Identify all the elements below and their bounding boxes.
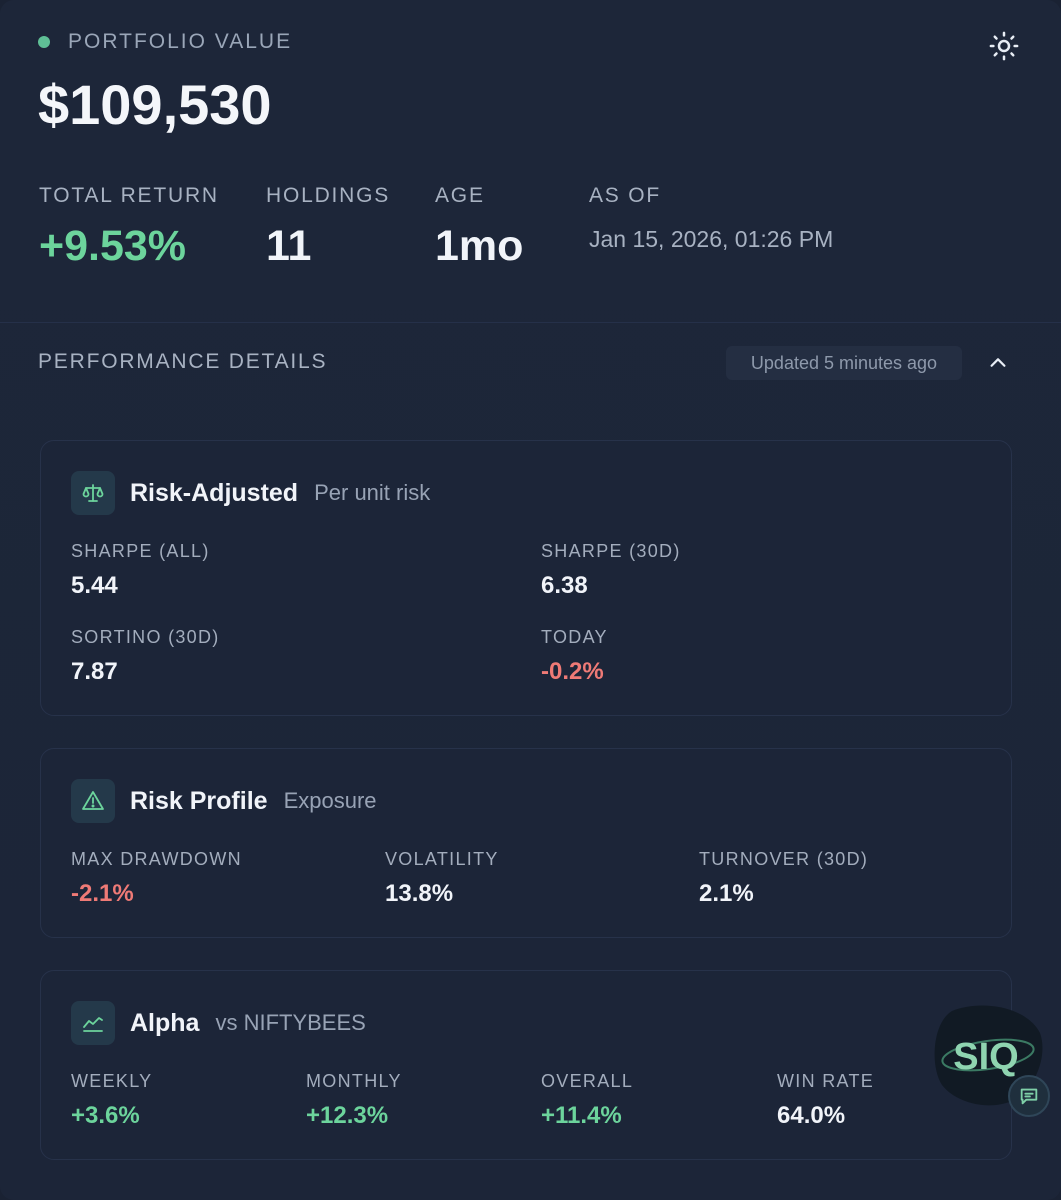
metric-turnover-30d: TURNOVER (30D) 2.1%	[699, 849, 868, 908]
status-dot	[38, 36, 50, 48]
updated-badge: Updated 5 minutes ago	[726, 346, 962, 380]
metric-win-rate: WIN RATE 64.0%	[777, 1071, 874, 1130]
card-header: Risk-Adjusted Per unit risk	[71, 471, 430, 515]
metric-value: 5.44	[71, 572, 118, 599]
siq-logo-text: SIQ	[953, 1036, 1018, 1078]
metric-label: MAX DRAWDOWN	[71, 849, 242, 869]
alpha-card: Alpha vs NIFTYBEES WEEKLY +3.6% MONTHLY …	[40, 970, 1012, 1160]
card-header: Risk Profile Exposure	[71, 779, 377, 823]
metric-sharpe-30d: SHARPE (30D) 6.38	[541, 541, 681, 600]
metric-label: MONTHLY	[306, 1071, 402, 1091]
stat-age: AGE 1mo	[435, 184, 523, 271]
metric-value: -2.1%	[71, 880, 134, 907]
portfolio-summary: PORTFOLIO VALUE $109,530 TOTAL RETURN +9…	[0, 0, 1061, 323]
card-subtitle: Exposure	[283, 788, 377, 813]
metric-value: 64.0%	[777, 1102, 846, 1129]
metric-value: 6.38	[541, 572, 588, 599]
sun-icon	[989, 31, 1019, 61]
metric-volatility: VOLATILITY 13.8%	[385, 849, 499, 908]
portfolio-value: $109,530	[38, 73, 272, 136]
stat-holdings: HOLDINGS 11	[266, 184, 390, 271]
metric-sortino-30d: SORTINO (30D) 7.87	[71, 627, 220, 686]
metric-value: 13.8%	[385, 880, 454, 907]
card-subtitle: Per unit risk	[314, 480, 431, 505]
metric-value: -0.2%	[541, 658, 604, 685]
stat-label: TOTAL RETURN	[39, 184, 219, 207]
as-of-timestamp: Jan 15, 2026, 01:26 PM	[589, 226, 834, 252]
chevron-up-icon	[990, 358, 1006, 367]
stat-value: 11	[266, 222, 312, 270]
metric-value: 7.87	[71, 658, 118, 685]
metric-overall: OVERALL +11.4%	[541, 1071, 633, 1130]
chat-button[interactable]	[1008, 1075, 1050, 1117]
metric-label: SHARPE (ALL)	[71, 541, 210, 561]
stat-total-return: TOTAL RETURN +9.53%	[39, 184, 219, 271]
metric-value: +12.3%	[306, 1102, 389, 1129]
portfolio-value-label: PORTFOLIO VALUE	[68, 30, 293, 53]
metric-monthly: MONTHLY +12.3%	[306, 1071, 402, 1130]
stat-label: HOLDINGS	[266, 184, 391, 207]
scale-icon	[82, 484, 104, 502]
metric-weekly: WEEKLY +3.6%	[71, 1071, 153, 1130]
warning-icon	[82, 791, 104, 810]
metric-value: 2.1%	[699, 880, 754, 907]
card-title: Alpha	[130, 1008, 200, 1037]
risk-adjusted-card: Risk-Adjusted Per unit risk SHARPE (ALL)…	[40, 440, 1012, 716]
metric-label: WEEKLY	[71, 1071, 153, 1091]
metric-max-drawdown: MAX DRAWDOWN -2.1%	[71, 849, 242, 908]
metric-label: SORTINO (30D)	[71, 627, 220, 647]
stat-value: 1mo	[435, 222, 524, 270]
card-subtitle: vs NIFTYBEES	[215, 1010, 366, 1035]
card-icon-wrap	[71, 1001, 115, 1045]
stat-value: +9.53%	[39, 222, 187, 270]
performance-details-title: PERFORMANCE DETAILS	[38, 350, 328, 373]
metric-label: VOLATILITY	[385, 849, 499, 869]
siq-logo[interactable]: SIQ	[932, 1003, 1044, 1107]
stat-as-of: AS OF Jan 15, 2026, 01:26 PM	[589, 184, 833, 253]
metric-label: TURNOVER (30D)	[699, 849, 869, 869]
metric-value: +11.4%	[541, 1102, 622, 1129]
metric-value: +3.6%	[71, 1102, 140, 1129]
card-header: Alpha vs NIFTYBEES	[71, 1001, 366, 1045]
trend-chart-icon	[83, 1017, 103, 1032]
chat-bubble-icon	[1020, 1088, 1038, 1105]
card-title: Risk-Adjusted	[130, 478, 299, 507]
metric-sharpe-all: SHARPE (ALL) 5.44	[71, 541, 210, 600]
metric-today: TODAY -0.2%	[541, 627, 608, 686]
portfolio-value-header: PORTFOLIO VALUE	[38, 30, 292, 54]
collapse-toggle-button[interactable]	[982, 347, 1014, 379]
stat-label: AS OF	[589, 184, 662, 207]
card-icon-wrap	[71, 779, 115, 823]
card-title: Risk Profile	[130, 786, 268, 815]
risk-profile-card: Risk Profile Exposure MAX DRAWDOWN -2.1%…	[40, 748, 1012, 938]
card-icon-wrap	[71, 471, 115, 515]
stat-label: AGE	[435, 184, 485, 207]
metric-label: SHARPE (30D)	[541, 541, 681, 561]
theme-toggle-button[interactable]	[984, 26, 1024, 66]
metric-label: OVERALL	[541, 1071, 634, 1091]
metric-label: WIN RATE	[777, 1071, 875, 1091]
metric-label: TODAY	[541, 627, 608, 647]
